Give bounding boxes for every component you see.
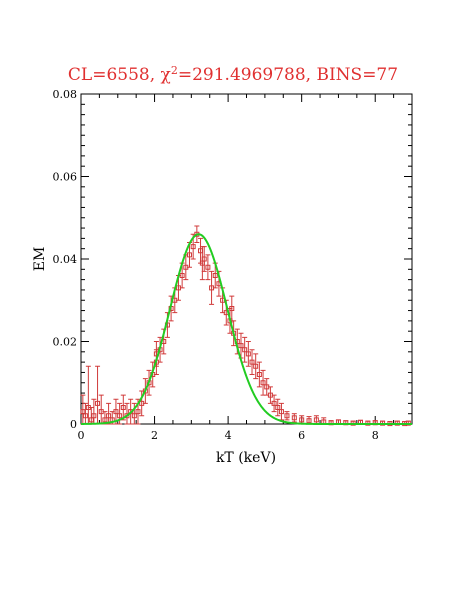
data-point <box>306 418 312 424</box>
data-point <box>313 417 319 423</box>
data-point <box>183 264 189 270</box>
data-point <box>91 413 97 419</box>
y-tick-label: 0 <box>70 418 77 431</box>
chart-title: CL=6558, χ2=291.4969788, BINS=77 <box>68 64 398 86</box>
data-point <box>271 400 277 406</box>
y-tick-label: 0.08 <box>53 88 78 101</box>
data-point <box>95 400 101 406</box>
data-point <box>106 413 112 419</box>
y-tick-label: 0.04 <box>53 253 78 266</box>
data-point <box>186 252 192 258</box>
x-tick-label: 2 <box>151 429 158 442</box>
data-point <box>242 347 248 353</box>
data-point <box>80 409 86 415</box>
data-point <box>238 343 244 349</box>
x-tick-label: 8 <box>372 429 379 442</box>
x-tick-label: 4 <box>225 429 232 442</box>
data-point <box>209 285 215 291</box>
data-point <box>113 409 119 415</box>
data-point <box>98 409 104 415</box>
data-point <box>229 306 235 311</box>
data-point <box>175 285 181 291</box>
title-sup: 2 <box>171 64 178 77</box>
data-point <box>275 405 281 410</box>
data-point <box>256 372 262 377</box>
data-point <box>88 417 94 423</box>
data-point <box>190 244 196 250</box>
data-point <box>131 413 137 419</box>
data-point <box>199 260 205 266</box>
data-point <box>120 405 126 410</box>
y-tick-label: 0.06 <box>53 171 78 184</box>
data-point <box>117 413 123 419</box>
data-point <box>85 405 91 410</box>
data-point <box>82 413 88 419</box>
y-tick-label: 0.02 <box>53 336 78 349</box>
data-point <box>264 384 270 390</box>
data-point <box>135 409 141 415</box>
tick-labels: 0 2 4 6 8 0 0.02 0.04 0.06 0.08 <box>53 88 379 442</box>
data-point <box>124 413 130 419</box>
x-axis-label: kT (keV) <box>216 450 276 466</box>
data-point <box>291 415 297 421</box>
title-prefix: CL=6558, <box>68 65 161 85</box>
data-point <box>278 409 284 415</box>
data-point <box>198 248 204 254</box>
model-curve <box>80 233 412 425</box>
data-points <box>80 231 411 427</box>
data-point <box>284 413 290 419</box>
data-point <box>139 400 145 406</box>
data-point <box>205 264 211 270</box>
data-point <box>267 392 273 398</box>
title-chi: χ <box>161 65 171 85</box>
data-point <box>179 273 185 278</box>
data-point <box>253 363 259 369</box>
data-point <box>299 417 305 423</box>
data-point <box>260 380 266 386</box>
axis-ticks <box>80 93 413 425</box>
data-point <box>102 417 108 423</box>
y-axis-label: EM <box>32 247 48 272</box>
data-point <box>245 351 251 357</box>
data-point <box>249 359 255 365</box>
title-suffix: =291.4969788, BINS=77 <box>178 65 398 85</box>
x-tick-label: 0 <box>78 429 85 442</box>
data-point <box>212 273 218 278</box>
x-tick-label: 6 <box>298 429 305 442</box>
